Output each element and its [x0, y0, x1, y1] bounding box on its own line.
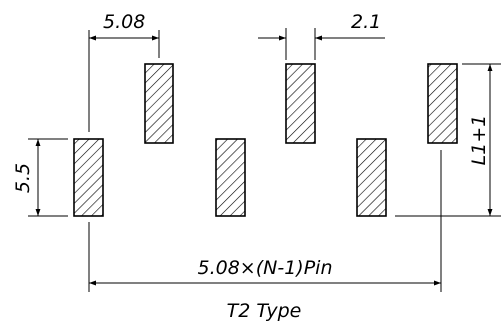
type-caption: T2 Type: [227, 300, 302, 322]
pitch-label: 5.08: [103, 11, 145, 33]
pad-length-label: L1+1: [468, 115, 490, 166]
pad-top-3: [427, 63, 458, 144]
pad-bottom-3: [356, 138, 387, 217]
pad-top-1: [144, 63, 174, 144]
pad-width-dimension: 2.1: [258, 11, 385, 60]
stagger-label: 5.5: [12, 163, 34, 193]
pitch-dimension: 5.08: [88, 11, 160, 132]
total-span-label: 5.08×(N-1)Pin: [198, 257, 333, 279]
stagger-dimension: 5.5: [12, 138, 68, 217]
pad-bottom-2: [215, 138, 246, 217]
total-span-dimension: 5.08×(N-1)Pin: [88, 150, 442, 292]
pad-bottom-1: [73, 138, 104, 217]
pad-width-label: 2.1: [351, 11, 381, 33]
pad-top-2: [285, 63, 316, 144]
pad-length-dimension: L1+1: [395, 63, 501, 217]
